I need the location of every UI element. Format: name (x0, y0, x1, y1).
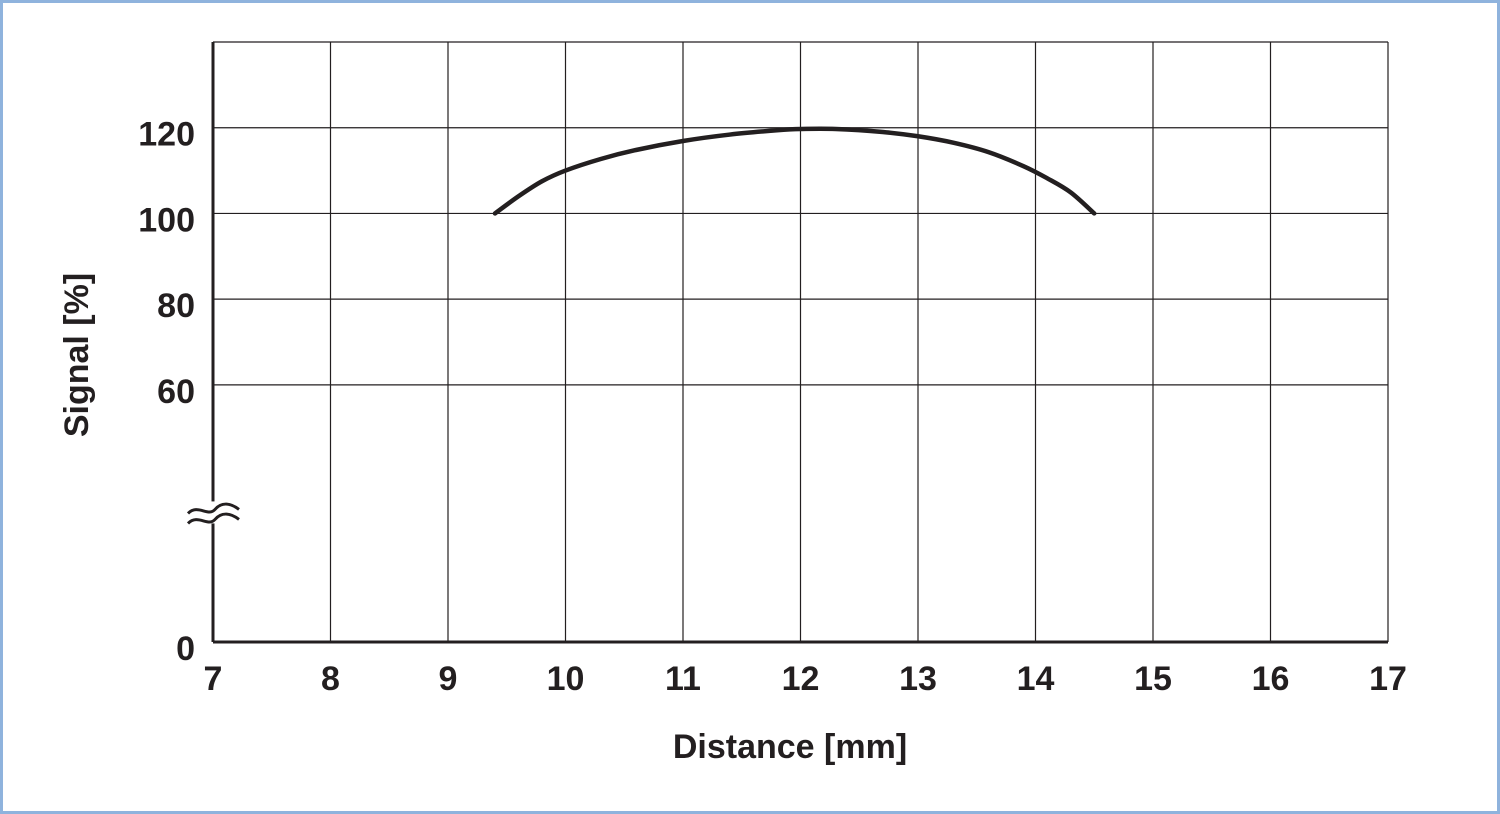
x-tick-label: 10 (547, 660, 585, 698)
axis-break-mark (186, 512, 240, 525)
axis-break-mark (186, 502, 240, 515)
y-tick-label: 120 (138, 116, 195, 154)
x-tick-label: 7 (204, 660, 223, 698)
x-tick-label: 15 (1134, 660, 1172, 698)
axes (186, 42, 1388, 644)
y-tick-label: 80 (157, 287, 195, 325)
signal-curve (492, 126, 1097, 216)
y-tick-label: 0 (176, 630, 195, 668)
grid-lines (213, 41, 1389, 642)
x-tick-label: 12 (782, 660, 820, 698)
x-tick-label: 13 (899, 660, 937, 698)
x-tick-label: 17 (1369, 660, 1407, 698)
y-tick-label: 100 (138, 201, 195, 239)
x-axis-title: Distance [mm] (673, 728, 907, 766)
y-axis-title: Signal [%] (58, 273, 96, 437)
y-tick-label: 60 (157, 373, 195, 411)
tick-labels: 7 8 9 10 11 12 13 14 15 16 17 0 60 80 100 120 (138, 116, 1407, 698)
x-tick-label: 14 (1017, 660, 1055, 698)
series-layer (492, 126, 1097, 216)
x-tick-label: 11 (665, 660, 701, 698)
x-tick-label: 8 (321, 660, 340, 698)
x-tick-label: 16 (1252, 660, 1290, 698)
x-tick-label: 9 (439, 660, 458, 698)
